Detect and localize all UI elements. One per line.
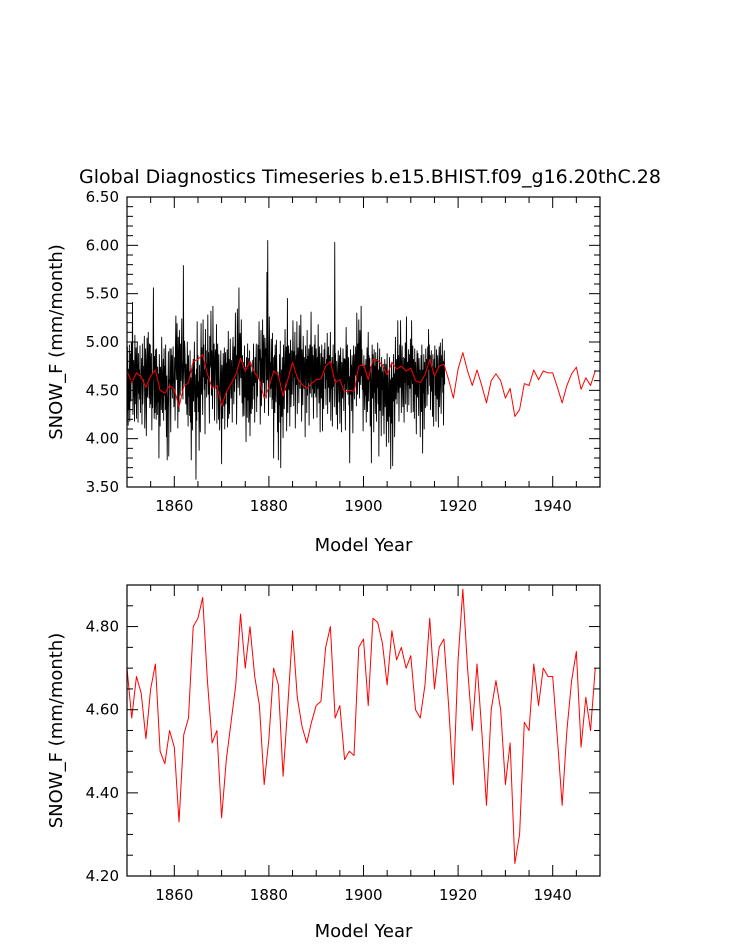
x-tick-label: 1920 — [439, 886, 477, 904]
top-panel: 1860 1880 1900 1920 1940 3.50 4.00 4.50 5.00 5.50… — [46, 188, 601, 556]
y-tick-label: 5.50 — [86, 285, 119, 303]
y-tick-label: 4.20 — [86, 867, 119, 885]
x-tick-label: 1940 — [534, 497, 572, 515]
y-axis-label: SNOW_F (mm/month) — [46, 633, 67, 829]
x-axis-label: Model Year — [315, 535, 413, 556]
y-tick-label: 4.60 — [86, 701, 119, 719]
x-tick-label: 1900 — [344, 886, 382, 904]
x-tick-label: 1900 — [344, 497, 382, 515]
y-tick-label: 4.40 — [86, 784, 119, 802]
x-tick-label: 1880 — [250, 886, 288, 904]
x-tick-label: 1860 — [155, 497, 193, 515]
y-tick-label: 6.50 — [86, 188, 119, 206]
x-tick-label: 1880 — [250, 497, 288, 515]
x-tick-label: 1940 — [534, 886, 572, 904]
y-tick-label: 3.50 — [86, 478, 119, 496]
x-tick-label: 1860 — [155, 886, 193, 904]
x-tick-label: 1920 — [439, 497, 477, 515]
y-tick-label: 6.00 — [86, 236, 119, 254]
plot-frame — [126, 196, 601, 488]
bottom-panel: 1860 1880 1900 1920 1940 4.20 4.40 4.60 4.80 Mode… — [46, 584, 601, 942]
chart-title: Global Diagnostics Timeseries b.e15.BHIS… — [79, 166, 661, 188]
x-axis-label: Model Year — [315, 921, 413, 942]
y-tick-label: 4.80 — [86, 618, 119, 636]
y-tick-label: 5.00 — [86, 333, 119, 351]
annual-series-line — [126, 588, 596, 865]
y-tick-label: 4.00 — [86, 430, 119, 448]
annual-series-line — [126, 352, 596, 417]
y-axis-label: SNOW_F (mm/month) — [46, 244, 67, 440]
y-tick-label: 4.50 — [86, 381, 119, 399]
monthly-series-line — [126, 240, 446, 480]
